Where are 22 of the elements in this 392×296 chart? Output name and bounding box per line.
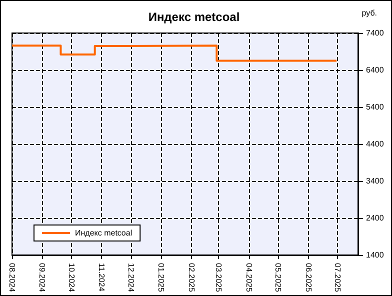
- x-tick-label: 07.2025: [333, 263, 342, 292]
- x-tick-label: 06.2025: [304, 263, 313, 292]
- x-tick-label: 05.2025: [274, 263, 283, 292]
- x-tick-label: 10.2024: [66, 263, 76, 292]
- y-tick-label: 1400: [366, 250, 384, 260]
- x-tick-label: 03.2025: [214, 263, 224, 292]
- y-tick-label: 3400: [366, 176, 384, 186]
- x-tick-label: 04.2025: [244, 263, 254, 292]
- x-tick-label: 12.2024: [126, 263, 136, 292]
- x-tick-label: 11.2024: [97, 263, 106, 292]
- chart-title: Индекс metcoal: [148, 10, 240, 24]
- legend-label: Индекс metcoal: [75, 228, 132, 238]
- y-tick-label: 6400: [366, 66, 384, 74]
- y-tick-label: 5400: [366, 102, 384, 112]
- y-axis-title: руб.: [362, 8, 378, 18]
- x-tick-label: 02.2025: [186, 263, 196, 292]
- y-tick-label: 4400: [366, 140, 384, 148]
- y-tick-label: 7400: [366, 28, 384, 38]
- x-tick-label: 09.2024: [38, 263, 47, 292]
- x-tick-label: 01.2025: [156, 263, 166, 292]
- x-tick-label: 08.2024: [8, 263, 16, 292]
- y-tick-label: 2400: [366, 214, 384, 222]
